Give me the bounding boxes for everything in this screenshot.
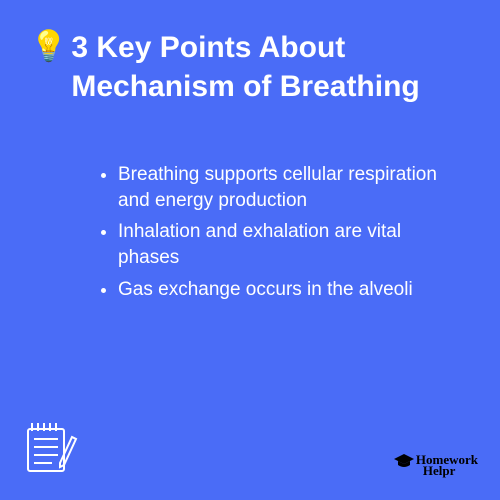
page-title: 3 Key Points About Mechanism of Breathin… [71, 28, 470, 106]
graduation-cap-icon [394, 454, 414, 475]
notepad-icon [22, 417, 78, 482]
list-item: Gas exchange occurs in the alveoli [118, 277, 440, 303]
logo-text: Homework Helpr [416, 454, 478, 476]
brand-logo: Homework Helpr [394, 454, 478, 476]
list-item: Inhalation and exhalation are vital phas… [118, 219, 440, 270]
points-list: Breathing supports cellular respiration … [100, 162, 440, 302]
list-item: Breathing supports cellular respiration … [118, 162, 440, 213]
key-points: Breathing supports cellular respiration … [30, 162, 470, 302]
title-row: 💡 3 Key Points About Mechanism of Breath… [30, 28, 470, 106]
infographic-container: 💡 3 Key Points About Mechanism of Breath… [0, 0, 500, 500]
lightbulb-icon: 💡 [30, 32, 67, 62]
